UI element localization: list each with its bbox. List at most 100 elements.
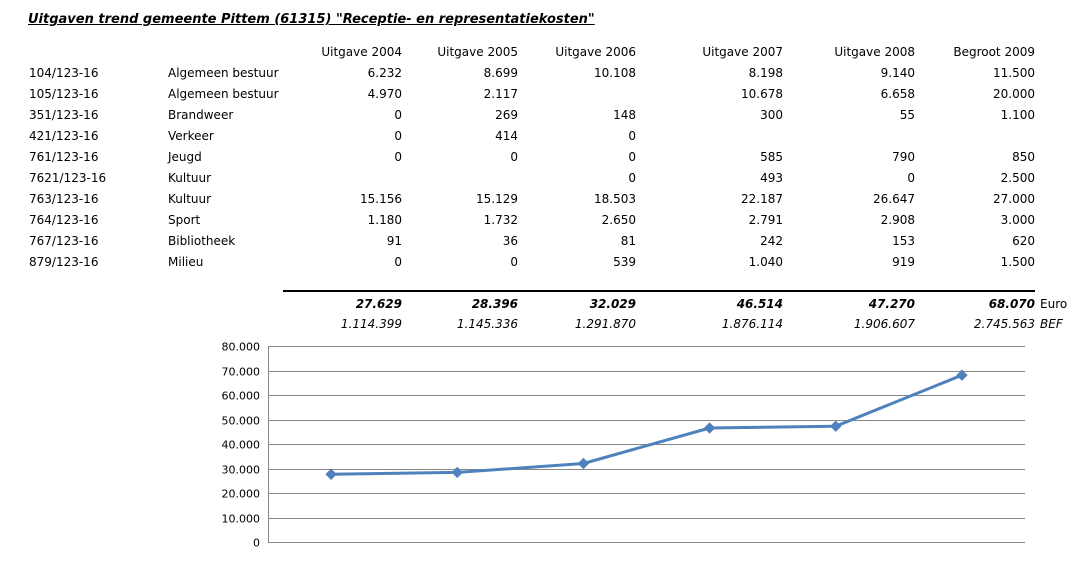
row-value: 585	[760, 150, 783, 164]
row-value: 22.187	[741, 192, 783, 206]
data-point	[325, 468, 337, 481]
row-label: Milieu	[168, 255, 204, 269]
row-value: 11.500	[993, 66, 1035, 80]
row-value: 850	[1012, 150, 1035, 164]
column-header: Begroot 2009	[953, 45, 1035, 59]
row-value: 0	[394, 255, 402, 269]
row-value: 493	[760, 171, 783, 185]
row-value: 2.791	[748, 213, 783, 227]
row-code: 764/123-16	[29, 213, 99, 227]
row-value: 0	[394, 150, 402, 164]
row-value: 414	[495, 129, 518, 143]
data-point	[577, 457, 590, 470]
total-euro: 47.270	[868, 297, 915, 311]
row-code: 351/123-16	[29, 108, 99, 122]
row-value: 10.678	[741, 87, 783, 101]
total-bef: 1.291.870	[574, 317, 636, 331]
row-label: Sport	[168, 213, 201, 227]
row-label: Algemeen bestuur	[168, 87, 279, 101]
total-bef: 1.876.114	[721, 317, 783, 331]
column-header: Uitgave 2006	[555, 45, 636, 59]
y-tick-label: 20.000	[222, 488, 261, 501]
y-tick-label: 60.000	[222, 390, 261, 403]
y-tick-label: 80.000	[222, 341, 261, 354]
total-euro: 28.396	[471, 297, 518, 311]
y-tick-label: 10.000	[222, 513, 261, 526]
row-value: 790	[892, 150, 915, 164]
row-value: 8.699	[483, 66, 518, 80]
row-value: 269	[495, 108, 518, 122]
row-label: Kultuur	[168, 171, 212, 185]
row-value: 153	[892, 234, 915, 248]
y-tick-label: 40.000	[222, 439, 261, 452]
row-code: 761/123-16	[29, 150, 99, 164]
totals-divider	[283, 290, 1035, 292]
row-code: 763/123-16	[29, 192, 99, 206]
y-tick-label: 50.000	[222, 415, 261, 428]
row-code: 104/123-16	[29, 66, 99, 80]
row-value: 20.000	[993, 87, 1035, 101]
row-code: 767/123-16	[29, 234, 99, 248]
total-bef: 1.114.399	[340, 317, 402, 331]
row-value: 0	[628, 150, 636, 164]
row-value: 0	[394, 108, 402, 122]
row-value: 36	[502, 234, 518, 248]
page-title: Uitgaven trend gemeente Pittem (61315) "…	[28, 12, 595, 27]
row-value: 0	[510, 150, 518, 164]
row-value: 10.108	[594, 66, 636, 80]
row-value: 1.500	[1000, 255, 1035, 269]
total-euro: 32.029	[589, 297, 636, 311]
data-point	[451, 466, 463, 479]
column-header: Uitgave 2005	[437, 45, 518, 59]
row-value: 1.100	[1000, 108, 1035, 122]
row-label: Bibliotheek	[168, 234, 236, 248]
row-value: 2.650	[601, 213, 636, 227]
row-label: Brandweer	[168, 108, 234, 122]
row-value: 3.000	[1000, 213, 1035, 227]
row-value: 1.040	[748, 255, 783, 269]
total-euro-unit: Euro	[1040, 297, 1068, 311]
row-value: 4.970	[367, 87, 402, 101]
row-value: 0	[628, 129, 636, 143]
total-euro: 68.070	[988, 297, 1035, 311]
row-value: 18.503	[594, 192, 636, 206]
y-tick-label: 0	[253, 537, 260, 550]
total-bef: 2.745.563	[973, 317, 1035, 331]
row-value: 81	[620, 234, 636, 248]
y-tick-label: 70.000	[222, 366, 261, 379]
row-value: 1.732	[483, 213, 518, 227]
row-value: 15.156	[360, 192, 402, 206]
row-label: Verkeer	[168, 129, 214, 143]
row-value: 1.180	[367, 213, 402, 227]
column-header: Uitgave 2004	[321, 45, 402, 59]
row-value: 0	[510, 255, 518, 269]
row-value: 55	[899, 108, 915, 122]
row-value: 2.908	[880, 213, 915, 227]
row-value: 27.000	[993, 192, 1035, 206]
row-value: 0	[628, 171, 636, 185]
row-value: 91	[386, 234, 402, 248]
row-value: 539	[613, 255, 636, 269]
y-tick-label: 30.000	[222, 464, 261, 477]
series-line	[331, 373, 963, 476]
row-value: 2.500	[1000, 171, 1035, 185]
data-point	[956, 369, 968, 381]
row-value: 2.117	[483, 87, 518, 101]
row-code: 421/123-16	[29, 129, 99, 143]
row-label: Kultuur	[168, 192, 212, 206]
row-label: Algemeen bestuur	[168, 66, 279, 80]
data-point	[703, 422, 716, 434]
column-header: Uitgave 2007	[702, 45, 783, 59]
row-value: 9.140	[880, 66, 915, 80]
row-value: 148	[613, 108, 636, 122]
data-point	[830, 420, 842, 432]
row-value: 620	[1012, 234, 1035, 248]
row-value: 26.647	[873, 192, 915, 206]
total-bef: 1.145.336	[456, 317, 518, 331]
row-value: 8.198	[748, 66, 783, 80]
row-label: Jeugd	[168, 150, 202, 164]
row-value: 0	[394, 129, 402, 143]
row-code: 7621/123-16	[29, 171, 107, 185]
total-bef: 1.906.607	[853, 317, 915, 331]
